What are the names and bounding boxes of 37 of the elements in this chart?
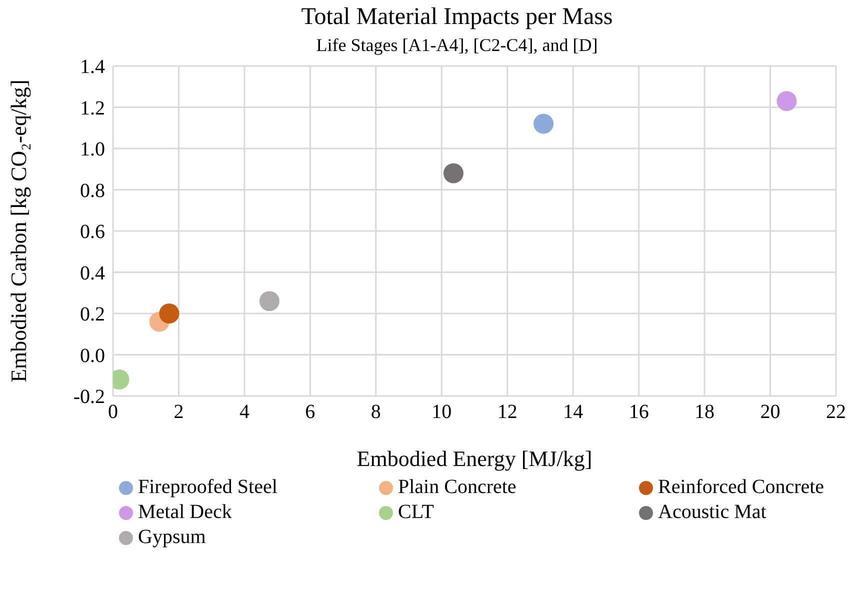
legend-label: Reinforced Concrete <box>658 476 824 499</box>
y-tick-label: 0.0 <box>80 344 105 367</box>
point <box>259 291 280 312</box>
y-tick-label: 0.4 <box>80 262 105 284</box>
x-tick-label: 8 <box>370 401 381 424</box>
x-tick-label: 10 <box>432 401 452 424</box>
x-tick-label: 14 <box>563 401 584 424</box>
x-tick-label: 4 <box>239 401 250 424</box>
legend-label: Acoustic Mat <box>658 501 766 524</box>
y-tick-label: 0.6 <box>80 221 105 244</box>
y-tick-label: 0.8 <box>80 180 105 202</box>
legend-label: Plain Concrete <box>398 476 516 499</box>
point <box>159 304 180 324</box>
x-tick-label: 2 <box>174 401 184 424</box>
y-tick-label: 0.2 <box>80 304 105 326</box>
legend-label: Fireproofed Steel <box>138 476 278 499</box>
x-tick-label: 12 <box>497 401 518 424</box>
y-tick-label: 1.2 <box>80 97 105 120</box>
x-tick-label: 20 <box>760 401 780 424</box>
x-tick-label: 0 <box>108 401 118 424</box>
chart-subtitle: Life Stages [A1-A4], [C2-C4], and [D] <box>315 35 599 56</box>
x-tick-label: 16 <box>628 401 649 424</box>
point <box>776 91 797 112</box>
x-tick-label: 18 <box>694 401 715 424</box>
chart-title: Total Material Impacts per Mass <box>300 4 614 31</box>
point <box>534 114 554 134</box>
x-axis-title: Embodied Energy [MJ/kg] <box>356 446 592 471</box>
legend-label: Metal Deck <box>138 501 232 524</box>
y-tick-label: 1.4 <box>80 56 105 78</box>
x-tick-label: 6 <box>305 401 316 424</box>
y-tick-label: -0.2 <box>73 386 105 408</box>
point <box>443 163 464 184</box>
y-tick-label: 1.0 <box>80 138 105 161</box>
x-tick-label: 22 <box>826 401 846 424</box>
legend-label: CLT <box>398 501 434 524</box>
y-axis-title: Embodied Carbon [kg CO₂-eq/kg] <box>6 80 31 382</box>
legend-label: Gypsum <box>138 526 206 549</box>
